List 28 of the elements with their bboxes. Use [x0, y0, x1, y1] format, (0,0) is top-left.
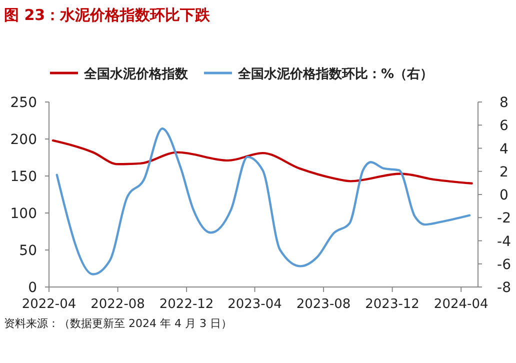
y-tick-label: 0 — [28, 280, 37, 296]
legend-label: 全国水泥价格指数 — [83, 67, 189, 82]
legend-label: 全国水泥价格指数环比：%（右） — [237, 67, 434, 82]
y2-tick-label: 0 — [500, 188, 508, 204]
x-tick-label: 2023-08 — [296, 297, 351, 312]
x-tick-label: 2022-12 — [159, 297, 214, 312]
y2-tick-label: -6 — [497, 256, 512, 273]
y-tick-label: 150 — [10, 169, 37, 185]
text: 资料来源：（数据更新至 2024 年 4 月 3 日） — [4, 317, 232, 330]
x-tick-label: 2022-04 — [22, 297, 76, 312]
chart-title: 图 23：水泥价格指数环比下跌 — [4, 6, 212, 24]
x-tick-label: 2023-12 — [365, 297, 420, 312]
y2-tick-label: 4 — [500, 141, 509, 158]
y2-tick-label: 8 — [500, 95, 508, 111]
y-tick-label: 100 — [10, 206, 37, 222]
line-series — [56, 127, 471, 276]
y-tick-label: 250 — [10, 95, 37, 111]
y-tick-label: 50 — [19, 243, 37, 259]
y2-tick-label: -2 — [497, 210, 511, 227]
x-tick-label: 2024-04 — [434, 297, 488, 312]
y2-tick-label: -4 — [497, 234, 512, 250]
line-series — [52, 139, 473, 184]
y-tick-label: 200 — [10, 132, 37, 148]
x-tick-label: 2023-04 — [228, 297, 282, 312]
x-tick-label: 2022-08 — [90, 297, 145, 312]
y2-tick-label: 6 — [500, 118, 509, 134]
y2-tick-label: 2 — [500, 164, 508, 180]
y2-tick-label: -8 — [497, 280, 511, 296]
